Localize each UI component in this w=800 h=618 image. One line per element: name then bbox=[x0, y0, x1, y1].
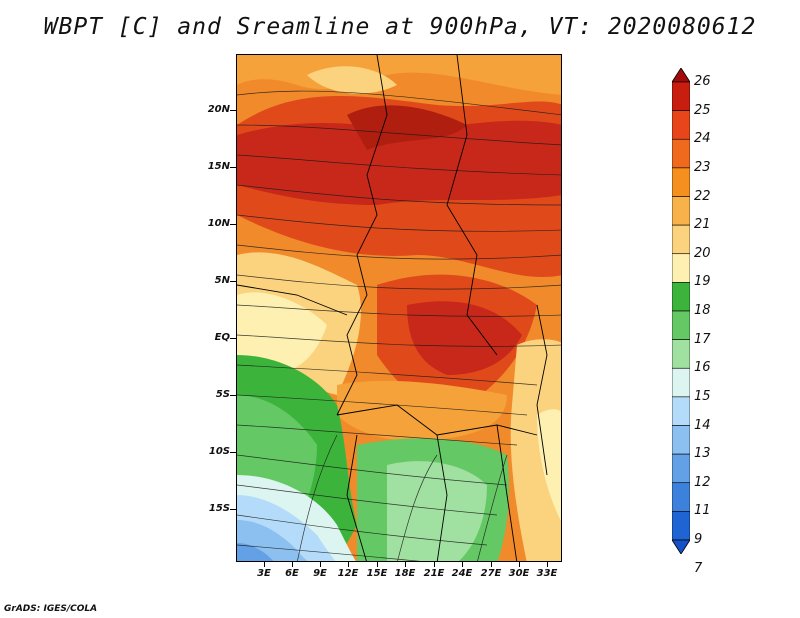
colorbar-swatch bbox=[672, 167, 690, 197]
lon-tick bbox=[348, 562, 349, 567]
lon-label-30e: 30E bbox=[508, 568, 530, 579]
colorbar-label: 15 bbox=[694, 388, 711, 404]
lon-tick bbox=[405, 562, 406, 567]
colorbar-label: 14 bbox=[694, 417, 711, 433]
colorbar-swatch bbox=[672, 396, 690, 426]
lat-tick bbox=[230, 395, 236, 396]
colorbar-label: 17 bbox=[694, 331, 711, 347]
colorbar-swatch bbox=[672, 367, 690, 398]
lon-tick bbox=[547, 562, 548, 567]
colorbar-label: 25 bbox=[694, 102, 711, 118]
lat-tick bbox=[230, 224, 236, 225]
colorbar-swatch bbox=[672, 425, 690, 455]
lat-tick bbox=[230, 452, 236, 453]
colorbar-swatch bbox=[672, 138, 690, 169]
colorbar-swatch bbox=[672, 511, 690, 541]
lat-label-5n: 5N bbox=[214, 275, 230, 286]
country-borders bbox=[237, 55, 548, 561]
colorbar-label: 12 bbox=[694, 474, 711, 490]
lon-tick bbox=[264, 562, 265, 567]
colorbar-label: 7 bbox=[694, 560, 703, 576]
chart-title: WBPT [C] and Sreamline at 900hPa, VT: 20… bbox=[43, 14, 757, 40]
colorbar-label: 26 bbox=[694, 74, 711, 89]
lat-label-10n: 10N bbox=[207, 218, 230, 229]
colorbar-label: 21 bbox=[694, 217, 711, 233]
colorbar-label: 22 bbox=[694, 188, 711, 204]
colorbar-label: 9 bbox=[694, 532, 703, 547]
lon-label-9e: 9E bbox=[313, 568, 327, 579]
lon-label-12e: 12E bbox=[337, 568, 359, 579]
colorbar-swatch bbox=[672, 482, 690, 512]
footer-credit: GrADS: IGES/COLA bbox=[4, 604, 98, 614]
streamlines bbox=[237, 90, 561, 561]
lon-tick bbox=[519, 562, 520, 567]
lon-label-33e: 33E bbox=[536, 568, 558, 579]
colorbar-label: 18 bbox=[694, 303, 711, 318]
colorbar-label: 24 bbox=[694, 131, 711, 147]
colorbar-swatch bbox=[672, 282, 690, 312]
lat-label-10s: 10S bbox=[208, 446, 230, 457]
colorbar-bottom-arrow bbox=[672, 539, 690, 554]
lon-label-21e: 21E bbox=[423, 568, 445, 579]
lon-label-18e: 18E bbox=[394, 568, 416, 579]
colorbar-swatch bbox=[672, 224, 690, 255]
colorbar-swatch bbox=[672, 196, 690, 226]
colorbar-top-arrow bbox=[672, 68, 690, 83]
lon-tick bbox=[491, 562, 492, 567]
lon-label-3e: 3E bbox=[257, 568, 271, 579]
lat-tick bbox=[230, 338, 236, 339]
lat-label-eq: EQ bbox=[214, 332, 230, 343]
lon-tick bbox=[320, 562, 321, 567]
lat-label-15n: 15N bbox=[207, 161, 230, 172]
colorbar-swatch bbox=[672, 339, 690, 369]
colorbar-label: 13 bbox=[694, 446, 711, 462]
colorbar-swatch bbox=[672, 453, 690, 484]
lat-label-5s: 5S bbox=[215, 389, 230, 400]
lon-tick bbox=[434, 562, 435, 567]
colorbar-swatch bbox=[672, 81, 690, 111]
colorbar-swatch bbox=[672, 253, 690, 283]
lon-label-15e: 15E bbox=[366, 568, 388, 579]
lon-tick bbox=[292, 562, 293, 567]
colorbar bbox=[672, 68, 690, 554]
colorbar-swatch bbox=[672, 110, 690, 140]
wbpt-field bbox=[237, 55, 561, 561]
lon-tick bbox=[377, 562, 378, 567]
lat-label-20n: 20N bbox=[207, 104, 230, 115]
lat-tick bbox=[230, 281, 236, 282]
lon-label-6e: 6E bbox=[285, 568, 299, 579]
map-panel bbox=[236, 54, 562, 562]
colorbar-label: 23 bbox=[694, 159, 711, 175]
lat-tick bbox=[230, 167, 236, 168]
lat-label-15s: 15S bbox=[208, 503, 230, 514]
colorbar-label: 19 bbox=[694, 274, 711, 290]
lat-tick bbox=[230, 509, 236, 510]
lat-tick bbox=[230, 110, 236, 111]
lon-tick bbox=[462, 562, 463, 567]
lon-label-24e: 24E bbox=[451, 568, 473, 579]
colorbar-label: 20 bbox=[694, 245, 711, 261]
colorbar-swatch bbox=[672, 310, 690, 340]
lon-label-27e: 27E bbox=[480, 568, 502, 579]
colorbar-label: 11 bbox=[694, 503, 711, 519]
colorbar-label: 16 bbox=[694, 360, 711, 376]
